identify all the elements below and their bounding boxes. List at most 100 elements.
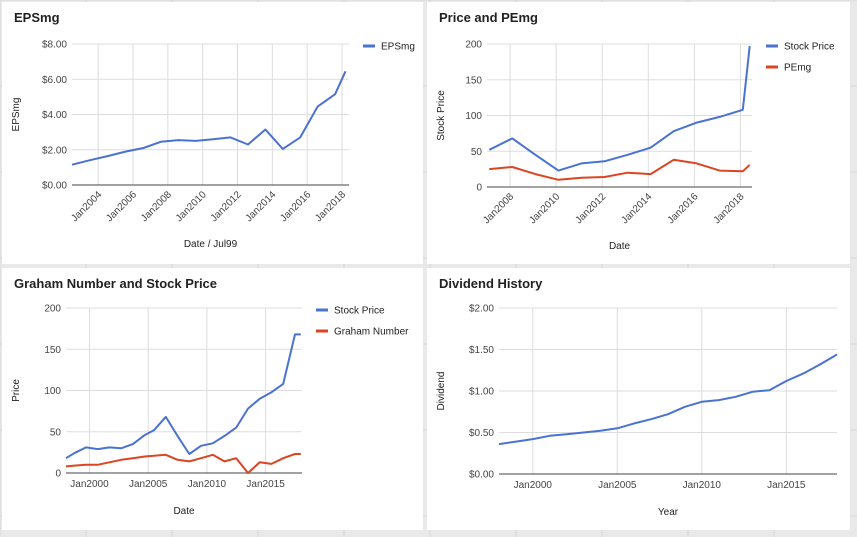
series-line-2 [65,453,301,474]
x-tick-label: Jan2010 [174,189,209,224]
data-point [603,176,605,178]
data-point [120,459,122,461]
data-point [165,454,167,456]
x-tick-label: Jan2015 [246,479,285,490]
y-tick-label: $8.00 [42,40,67,51]
data-point [557,179,559,181]
x-tick-label: Jan2000 [70,479,109,490]
data-point [153,429,155,431]
series-line-2 [489,158,751,181]
y-tick-label: 150 [44,345,61,356]
data-point [65,465,67,467]
data-point [334,93,336,95]
x-tick-label: Jan2012 [573,191,608,226]
data-point [599,430,601,432]
data-point [176,435,178,437]
data-point [142,147,144,149]
data-point [85,446,87,448]
data-point [673,130,675,132]
series-line-1 [65,333,301,460]
chart-panel-dividend-history: Dividend History $0.00 $0.50 $1.00 $1.50 $2.0… [427,268,850,530]
data-point [616,427,618,429]
data-point [108,446,110,448]
y-tick-label: $1.00 [469,387,494,398]
y-tick-label: $0.50 [469,428,494,439]
data-point [247,143,249,145]
data-point [259,461,261,463]
data-point [344,70,346,72]
data-point [300,453,302,455]
chart-svg: Price and PEmg 0 50 100 150 200 Jan2008 Jan2010… [436,10,835,252]
x-tick-label: Jan2006 [104,189,139,224]
x-tick-label: Jan2016 [666,191,701,226]
data-point [511,137,513,139]
data-point [108,461,110,463]
x-tick-label: Jan2016 [278,189,313,224]
data-point [488,168,490,170]
y-tick-label: $1.50 [469,345,494,356]
x-tick-label: Jan2004 [69,189,104,224]
data-point [819,363,821,365]
legend-label: PEmg [784,63,811,74]
data-point [742,170,744,172]
data-point [294,453,296,455]
data-point [270,391,272,393]
data-point [73,452,75,454]
x-tick-label: Jan2005 [598,480,637,491]
chart-panel-graham-number: Graham Number and Stock Price 0 50 100 150 20… [2,268,423,530]
data-point [212,138,214,140]
data-point [735,396,737,398]
data-point [71,164,73,166]
data-point [97,464,99,466]
data-point [751,391,753,393]
data-point [626,154,628,156]
y-tick-label: 200 [465,40,482,51]
data-point [120,447,122,449]
y-tick-label: 100 [465,111,482,122]
data-point [696,122,698,124]
legend-label: Graham Number [334,327,409,338]
y-tick-label: 0 [476,183,482,194]
data-point [85,464,87,466]
data-point [177,139,179,141]
y-tick-label: 50 [471,147,483,158]
y-axis-title: Stock Price [436,90,447,141]
x-tick-label: Jan2010 [683,480,722,491]
legend-label: EPSmg [381,42,415,53]
y-tick-label: $0.00 [42,181,67,192]
data-point [511,166,513,168]
y-tick-label: $4.00 [42,110,67,121]
data-point [515,441,517,443]
series-line-1 [71,70,347,166]
data-point [282,383,284,385]
data-point [195,140,197,142]
x-tick-label: Jan2018 [712,191,747,226]
data-point [97,448,99,450]
chart-panel-epsmg: EPSmg $0.00 $2.00 $4.00 $6.00 $8.00 Jan2004 Jan… [2,2,423,264]
data-point [488,149,490,151]
series-line-1 [498,353,838,446]
legend-label: Stock Price [334,306,385,317]
data-point [153,455,155,457]
data-point [802,372,804,374]
data-point [299,136,301,138]
x-tick-label: Jan2010 [527,191,562,226]
y-tick-label: 200 [44,304,61,315]
data-point [534,173,536,175]
data-point [742,109,744,111]
data-point [633,422,635,424]
x-tick-label: Jan2014 [620,191,655,226]
data-point [235,427,237,429]
chart-title: Dividend History [439,276,543,291]
data-point [768,389,770,391]
x-axis-title: Date [609,241,631,252]
y-tick-label: $2.00 [42,145,67,156]
data-point [270,463,272,465]
chart-panel-price-pemg: Price and PEmg 0 50 100 150 200 Jan2008 Jan2010… [427,2,850,264]
data-point [684,406,686,408]
data-point [603,160,605,162]
x-tick-label: Jan2010 [188,479,227,490]
chart-svg: Graham Number and Stock Price 0 50 100 150 20… [11,276,409,517]
data-point [673,159,675,161]
